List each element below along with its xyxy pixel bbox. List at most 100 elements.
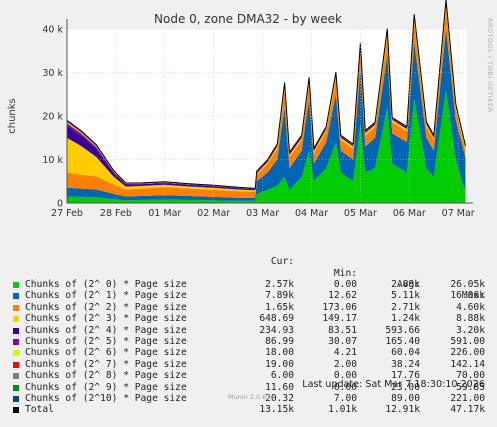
legend-swatch	[13, 407, 19, 414]
x-tick-label: 07 Mar	[442, 208, 475, 219]
legend-min: 12.62	[328, 290, 357, 302]
x-tick-label: 02 Mar	[197, 208, 230, 219]
legend-max: 221.00	[450, 392, 485, 404]
legend-header: Cur: Min: Avg: Max:	[13, 245, 485, 301]
x-tick-label: 04 Mar	[295, 208, 328, 219]
legend-avg: 593.66	[385, 324, 420, 336]
legend-cur: 2.57k	[265, 279, 294, 291]
legend-swatch	[13, 316, 19, 323]
legend-avg: 2.88k	[391, 279, 420, 291]
series-area	[67, 29, 466, 201]
series-area	[67, 89, 466, 203]
legend-avg: 12.91k	[385, 404, 420, 416]
legend-swatch	[13, 304, 19, 311]
legend-cur: 7.89k	[265, 290, 294, 302]
x-tick-label: 28 Feb	[100, 208, 132, 219]
legend-max: 142.14	[450, 358, 485, 370]
legend-avg: 1.24k	[391, 313, 420, 325]
legend-row: Chunks of (2^ 8) * Page size 6.00 0.00 17.7…	[13, 370, 485, 381]
legend-min: 0.00	[333, 279, 357, 291]
legend-row: Chunks of (2^ 9) * Page size 11.60 0.00 23.…	[13, 382, 485, 393]
legend-swatch	[13, 293, 19, 300]
legend-cur: 6.00	[270, 370, 294, 382]
legend-avg: 38.24	[391, 358, 420, 370]
legend-label: Chunks of (2^ 7) * Page size	[25, 358, 187, 370]
legend-swatch	[13, 361, 19, 368]
legend-label: Chunks of (2^ 6) * Page size	[25, 347, 187, 359]
legend-label: Chunks of (2^ 3) * Page size	[25, 313, 187, 325]
legend-cur: 1.65k	[265, 301, 294, 313]
legend-max: 47.17k	[450, 404, 485, 416]
legend-label: Chunks of (2^ 0) * Page size	[25, 279, 187, 291]
legend-label: Chunks of (2^10) * Page size	[25, 392, 187, 404]
legend-label: Total	[25, 404, 54, 416]
legend-min: 149.17	[322, 313, 357, 325]
legend-swatch	[13, 395, 19, 402]
legend-header-max: Max:	[461, 290, 485, 302]
legend-cur: 86.99	[265, 335, 294, 347]
legend-swatch	[13, 282, 19, 289]
legend-max: 16.06k	[450, 290, 485, 302]
legend-min: 1.01k	[328, 404, 357, 416]
legend-min: 2.00	[333, 358, 357, 370]
chart-tick-labels: 0 10 k 20 k 30 k 40 k 27 Feb 28 Feb 01 Mar 02 Ma…	[42, 25, 474, 220]
legend-cur: 19.00	[265, 358, 294, 370]
legend-rows: Chunks of (2^ 0) * Page size 2.57k 0.00 2.8…	[13, 279, 485, 416]
legend-avg: 17.76	[391, 370, 420, 382]
legend-header-min: Min:	[333, 267, 357, 279]
legend-max: 3.20k	[456, 324, 485, 336]
legend-avg: 89.00	[391, 392, 420, 404]
legend-min: 7.00	[333, 392, 357, 404]
munin-version: Munin 2.0.67	[228, 393, 271, 401]
legend-min: 0.00	[333, 381, 357, 393]
legend-max: 226.00	[450, 347, 485, 359]
legend-label: Chunks of (2^ 8) * Page size	[25, 370, 187, 382]
legend-row: Chunks of (2^ 2) * Page size 1.65k 173.06 2…	[13, 302, 485, 313]
legend-cur: 20.32	[265, 392, 294, 404]
legend-min: 83.51	[328, 324, 357, 336]
legend-cur: 11.60	[265, 381, 294, 393]
legend-max: 70.00	[456, 370, 485, 382]
legend-max: 26.05k	[450, 279, 485, 291]
x-tick-label: 27 Feb	[51, 208, 83, 219]
legend-header-avg: Avg:	[396, 279, 420, 291]
legend-row: Chunks of (2^ 7) * Page size 19.00 2.00 38.…	[13, 359, 485, 370]
legend-row: Chunks of (2^ 0) * Page size 2.57k 0.00 2.8…	[13, 279, 485, 290]
legend-cur: 234.93	[259, 324, 294, 336]
legend-row: Chunks of (2^ 5) * Page size 86.99 30.07 16…	[13, 336, 485, 347]
legend-avg: 23.00	[391, 381, 420, 393]
legend-swatch	[13, 338, 19, 345]
legend-max: 8.88k	[456, 313, 485, 325]
legend-min: 173.06	[322, 301, 357, 313]
legend-cur: 648.69	[259, 313, 294, 325]
legend-row: Chunks of (2^10) * Page size 20.32 7.00 89.…	[13, 393, 485, 404]
y-tick-label: 20 k	[42, 112, 63, 123]
last-update: Last update: Sat Mar 7 18:30:10 2026	[302, 379, 485, 390]
legend-row: Total 13.15k 1.01k 12.91k 47.17k	[13, 404, 485, 415]
y-tick-label: 30 k	[42, 68, 63, 79]
legend-min: 4.21	[333, 347, 357, 359]
legend-label: Chunks of (2^ 5) * Page size	[25, 335, 187, 347]
legend-row: Chunks of (2^ 3) * Page size 648.69 149.17…	[13, 313, 485, 324]
rrdtool-watermark: RRDTOOL / TOBI OETIKER	[486, 18, 494, 113]
legend-header-cur: Cur:	[270, 256, 294, 268]
y-axis-label: chunks	[7, 98, 18, 134]
legend-max: 591.00	[450, 335, 485, 347]
y-tick-label: 10 k	[42, 155, 63, 166]
x-tick-label: 03 Mar	[246, 208, 279, 219]
legend-swatch	[13, 373, 19, 380]
legend-label: Chunks of (2^ 2) * Page size	[25, 301, 187, 313]
legend-row: Chunks of (2^ 4) * Page size 234.93 83.51 5…	[13, 325, 485, 336]
legend-avg: 60.04	[391, 347, 420, 359]
chart-title: Node 0, zone DMA32 - by week	[154, 12, 342, 26]
legend-swatch	[13, 384, 19, 391]
chart-axes	[66, 19, 473, 204]
legend-row: Chunks of (2^ 6) * Page size 18.00 4.21 60.…	[13, 347, 485, 358]
legend: Cur: Min: Avg: Max: Chunks of (2^ 0) * P…	[13, 222, 485, 427]
legend-label: Chunks of (2^ 9) * Page size	[25, 381, 187, 393]
legend-label: Chunks of (2^ 1) * Page size	[25, 290, 187, 302]
legend-min: 0.00	[333, 370, 357, 382]
y-tick-label: 40 k	[42, 25, 63, 36]
legend-cur: 18.00	[265, 347, 294, 359]
legend-max: 4.60k	[456, 301, 485, 313]
